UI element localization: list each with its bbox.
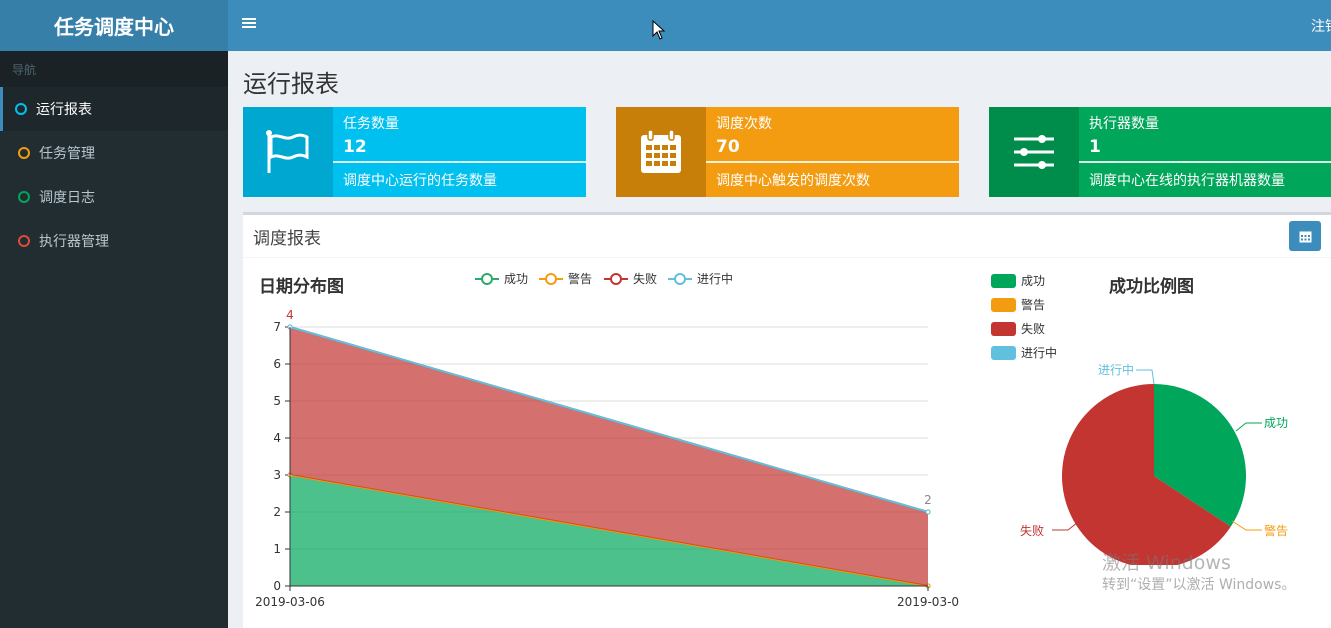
top-navbar: 注销 xyxy=(228,0,1331,51)
pie-legend-item[interactable]: 进行中 xyxy=(991,344,1057,361)
sidebar-item-jobs[interactable]: 任务管理 xyxy=(0,131,228,175)
pie-leader-line xyxy=(1052,518,1083,531)
info-box-triggers: 调度次数 70 调度中心触发的调度次数 xyxy=(616,107,959,197)
sidebar-item-label: 调度日志 xyxy=(39,190,95,206)
calendar-icon xyxy=(616,107,706,197)
y-tick-label: 3 xyxy=(273,468,281,482)
pie-legend-item[interactable]: 警告 xyxy=(991,296,1045,313)
legend-swatch xyxy=(991,297,1016,312)
y-tick-label: 1 xyxy=(273,542,281,556)
info-description: 调度中心在线的执行器机器数量 xyxy=(1089,173,1285,189)
page-title: 运行报表 xyxy=(243,70,339,98)
pie-label: 失败 xyxy=(1020,523,1044,538)
legend-label: 失败 xyxy=(1021,322,1046,336)
y-tick-label: 2 xyxy=(273,505,281,519)
legend-label: 进行中 xyxy=(1021,346,1058,360)
legend-marker-icon xyxy=(668,272,692,285)
pie-label: 进行中 xyxy=(1098,362,1134,377)
y-tick-label: 5 xyxy=(273,394,281,408)
mouse-cursor-icon xyxy=(652,20,666,40)
sidebar: 任务调度中心 导航 运行报表 任务管理 调度日志 执行器管理 xyxy=(0,0,228,628)
data-label: 4 xyxy=(286,308,294,322)
progress-bar xyxy=(1079,161,1331,163)
y-tick-label: 4 xyxy=(273,431,281,445)
legend-item[interactable]: 警告 xyxy=(539,270,592,287)
pie-leader-line xyxy=(1235,422,1262,432)
flag-icon xyxy=(243,107,333,197)
progress-bar xyxy=(333,161,586,163)
calendar-icon xyxy=(1299,231,1311,242)
legend-item[interactable]: 进行中 xyxy=(668,270,733,287)
date-range-button[interactable] xyxy=(1289,221,1321,251)
pie-legend-item[interactable]: 失败 xyxy=(991,320,1045,337)
legend-marker-icon xyxy=(539,272,563,285)
legend-label: 失败 xyxy=(633,272,658,286)
legend-swatch xyxy=(991,321,1016,336)
legend-item[interactable]: 成功 xyxy=(475,270,528,287)
legend-swatch xyxy=(991,273,1016,288)
pie-slice-成功 xyxy=(1154,384,1246,527)
menu-toggle-icon[interactable] xyxy=(242,16,256,30)
info-number: 12 xyxy=(343,137,367,157)
pie-label: 成功 xyxy=(1264,416,1288,430)
pie-label: 警告 xyxy=(1264,523,1288,538)
pie-leader-line xyxy=(1136,369,1155,385)
pie-chart-title: 成功比例图 xyxy=(1109,277,1194,297)
panel-title: 调度报表 xyxy=(243,215,1331,258)
line-chart-title: 日期分布图 xyxy=(259,277,344,297)
x-tick-label: 2019-03-0 xyxy=(897,595,959,609)
info-label: 执行器数量 xyxy=(1089,116,1159,132)
pie-leader-line xyxy=(1231,520,1262,531)
sidebar-item-logs[interactable]: 调度日志 xyxy=(0,175,228,219)
legend-marker-icon xyxy=(604,272,628,285)
sidebar-item-label: 执行器管理 xyxy=(39,234,109,250)
y-tick-label: 0 xyxy=(273,579,281,593)
info-number: 1 xyxy=(1089,137,1101,157)
circle-icon xyxy=(18,235,30,247)
info-label: 任务数量 xyxy=(343,116,399,132)
sliders-icon xyxy=(989,107,1079,197)
activation-watermark: 激活 Windows xyxy=(1102,552,1231,574)
circle-icon xyxy=(15,103,27,115)
circle-icon xyxy=(18,191,30,203)
pie-slice-失败 xyxy=(1062,384,1231,565)
info-box-jobs: 任务数量 12 调度中心运行的任务数量 xyxy=(243,107,586,197)
legend-marker-icon xyxy=(475,272,499,285)
legend-item[interactable]: 失败 xyxy=(604,270,657,287)
legend-label: 进行中 xyxy=(697,272,734,286)
activation-watermark-hint: 转到“设置”以激活 Windows。 xyxy=(1102,577,1296,593)
logout-link[interactable]: 注销 xyxy=(1311,19,1331,35)
y-tick-label: 7 xyxy=(273,320,281,334)
info-description: 调度中心运行的任务数量 xyxy=(343,173,497,189)
info-number: 70 xyxy=(716,137,740,157)
sidebar-item-executors[interactable]: 执行器管理 xyxy=(0,219,228,263)
nav-header: 导航 xyxy=(0,51,228,87)
y-tick-label: 6 xyxy=(273,357,281,371)
info-label: 调度次数 xyxy=(716,116,772,132)
progress-bar xyxy=(706,161,959,163)
legend-swatch xyxy=(991,345,1016,360)
legend-label: 成功 xyxy=(1021,274,1046,288)
sidebar-item-label: 任务管理 xyxy=(39,146,95,162)
info-description: 调度中心触发的调度次数 xyxy=(716,173,870,189)
legend-label: 警告 xyxy=(568,272,593,286)
x-tick-label: 2019-03-06 xyxy=(255,595,325,609)
legend-label: 成功 xyxy=(504,272,529,286)
app-logo[interactable]: 任务调度中心 xyxy=(0,0,228,51)
data-label: 2 xyxy=(924,493,932,507)
circle-icon xyxy=(18,147,30,159)
legend-label: 警告 xyxy=(1021,298,1046,312)
date-distribution-chart: 0 1 2 3 4 5 6 7 2019-03-06 2019-03-0 4 2 xyxy=(255,308,959,609)
sidebar-item-report[interactable]: 运行报表 xyxy=(0,87,228,131)
info-box-executors: 执行器数量 1 调度中心在线的执行器机器数量 xyxy=(989,107,1331,197)
series-line xyxy=(289,326,929,513)
sidebar-item-label: 运行报表 xyxy=(36,102,92,118)
pie-legend-item[interactable]: 成功 xyxy=(991,272,1045,289)
data-point xyxy=(925,509,931,515)
area-失败 xyxy=(290,327,928,586)
